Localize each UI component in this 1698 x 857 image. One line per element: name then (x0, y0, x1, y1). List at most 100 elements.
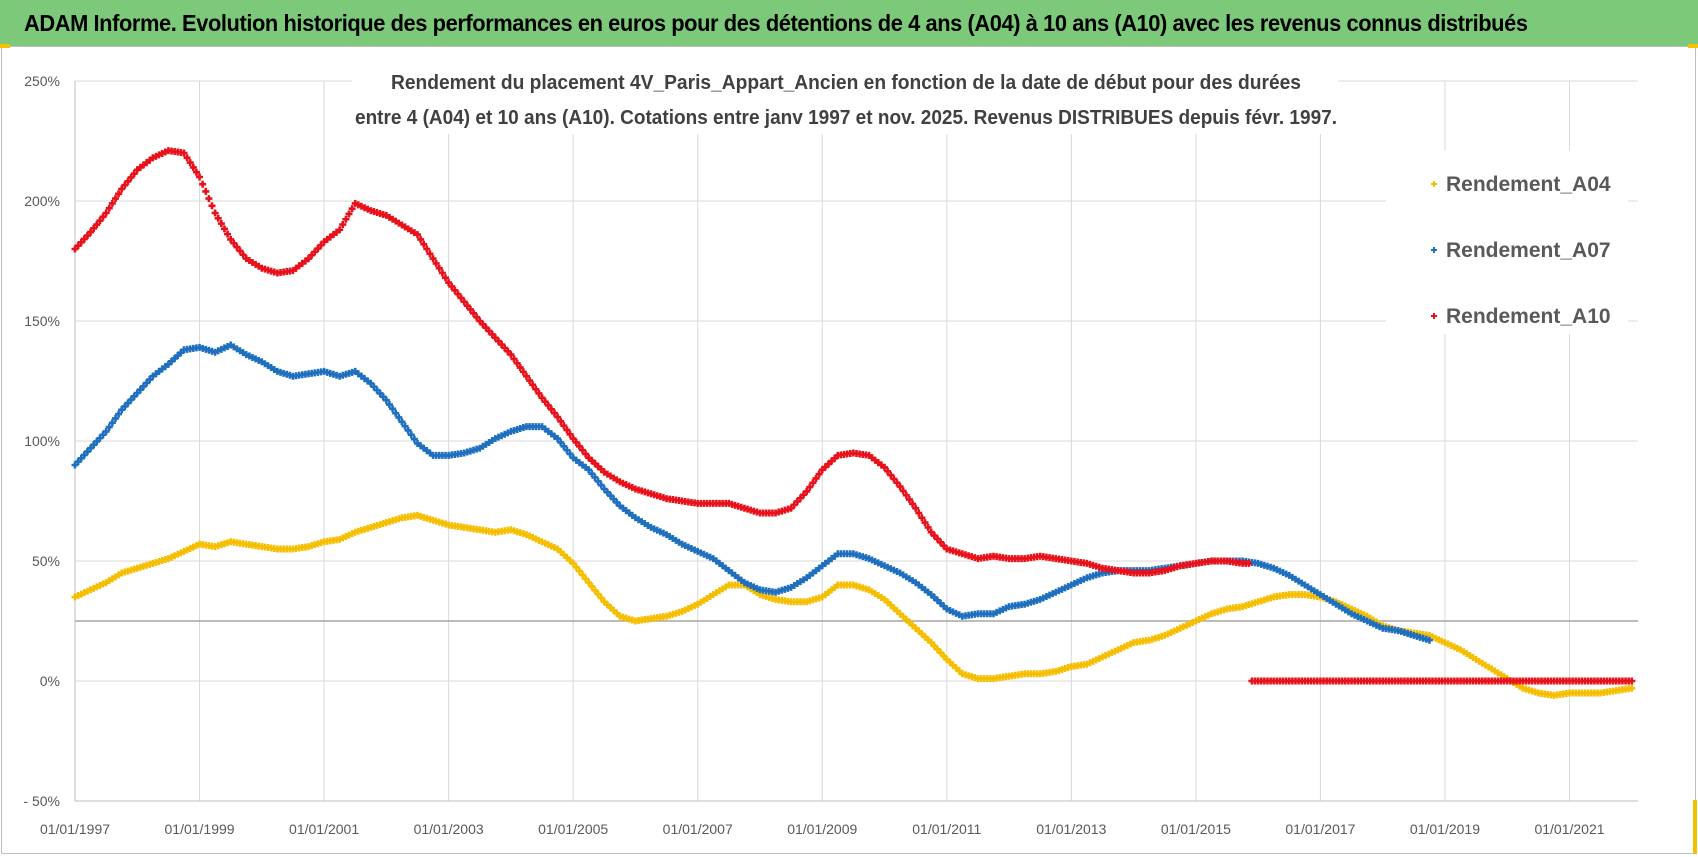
data-point (912, 504, 920, 512)
data-point (466, 305, 474, 313)
legend: Rendement_A04 Rendement_A07 Rendement_A10 (1386, 150, 1628, 334)
data-point (224, 230, 232, 238)
x-tick-label: 01/01/1997 (40, 821, 110, 837)
data-point (423, 245, 431, 253)
data-point (111, 414, 119, 422)
data-point (557, 417, 565, 425)
y-tick-label: 100% (24, 433, 60, 449)
data-point (230, 239, 238, 247)
legend-marker (1431, 313, 1437, 319)
data-point (572, 438, 580, 446)
series-rendement_a10 (71, 147, 1636, 685)
corner-mark (1693, 800, 1697, 854)
data-point (535, 389, 543, 397)
data-point (410, 435, 418, 443)
data-point (121, 181, 129, 189)
data-point (582, 575, 590, 583)
chart-title-line2: entre 4 (A04) et 10 ans (A10). Cotations… (355, 107, 1337, 129)
data-point (513, 359, 521, 367)
x-tick-label: 01/01/2001 (289, 821, 359, 837)
data-point (905, 496, 913, 504)
data-point (345, 210, 353, 218)
chart-title-line1: Rendement du placement 4V_Paris_Appart_A… (391, 72, 1301, 94)
data-point (560, 422, 568, 430)
data-point (585, 466, 593, 474)
data-point (208, 202, 216, 210)
data-point (470, 309, 478, 317)
axis-layer: - 50% 0% 50% 100% 150% 200% 250% 01/01/1997 01/0… (23, 73, 1638, 837)
header-title: ADAM Informe. Evolution historique des p… (24, 9, 1528, 36)
data-point (186, 159, 194, 167)
data-point (202, 187, 210, 195)
data-point (541, 398, 549, 406)
data-point (815, 470, 823, 478)
data-point (591, 473, 599, 481)
data-point (463, 302, 471, 310)
data-point (909, 500, 917, 508)
data-point (420, 240, 428, 248)
data-point (448, 282, 456, 290)
data-point (348, 205, 356, 213)
series-rendement_a04 (71, 511, 1636, 699)
data-point (196, 173, 204, 181)
data-point (189, 163, 197, 171)
data-point (404, 426, 412, 434)
data-point (806, 483, 814, 491)
series-rendement_a07 (71, 341, 1433, 644)
data-point (473, 313, 481, 321)
data-point (881, 463, 889, 471)
data-point (566, 450, 574, 458)
data-point (236, 247, 244, 255)
data-point (585, 579, 593, 587)
data-point (594, 590, 602, 598)
data-point (529, 381, 537, 389)
data-point (532, 385, 540, 393)
y-tick-label: 250% (24, 73, 60, 89)
x-tick-label: 01/01/2011 (912, 821, 981, 837)
data-point (924, 523, 932, 531)
data-point (435, 264, 443, 272)
data-point (522, 372, 530, 380)
data-point (180, 149, 188, 157)
data-point (575, 442, 583, 450)
y-tick-label: 50% (32, 553, 60, 569)
data-point (90, 224, 98, 232)
data-point (118, 185, 126, 193)
data-point (130, 170, 138, 178)
data-point (214, 214, 222, 222)
data-point (392, 409, 400, 417)
data-point (554, 435, 562, 443)
legend-label: Rendement_A10 (1446, 305, 1611, 328)
data-point (96, 217, 104, 225)
data-point (563, 426, 571, 434)
data-point (108, 199, 116, 207)
data-point (382, 396, 390, 404)
data-point (921, 519, 929, 527)
data-point (417, 235, 425, 243)
data-point (557, 438, 565, 446)
data-point (442, 274, 450, 282)
x-tick-label: 01/01/2015 (1161, 821, 1231, 837)
data-point (893, 479, 901, 487)
data-point (1245, 559, 1253, 567)
data-point (890, 475, 898, 483)
y-tick-label: - 50% (23, 793, 60, 809)
data-point (588, 582, 596, 590)
data-point (550, 409, 558, 417)
data-point (407, 431, 415, 439)
data-point (579, 571, 587, 579)
header-banner: ADAM Informe. Evolution historique des p… (0, 0, 1698, 46)
data-point (389, 405, 397, 413)
data-point (563, 446, 571, 454)
data-point (510, 355, 518, 363)
y-tick-label: 0% (40, 673, 60, 689)
legend-label: Rendement_A04 (1446, 173, 1611, 196)
chart-frame (1, 46, 1696, 854)
data-point (519, 368, 527, 376)
x-tick-label: 01/01/2021 (1534, 821, 1604, 837)
data-point (915, 509, 923, 517)
data-point (1628, 677, 1636, 685)
data-point (454, 290, 462, 298)
corner-mark (0, 44, 10, 48)
